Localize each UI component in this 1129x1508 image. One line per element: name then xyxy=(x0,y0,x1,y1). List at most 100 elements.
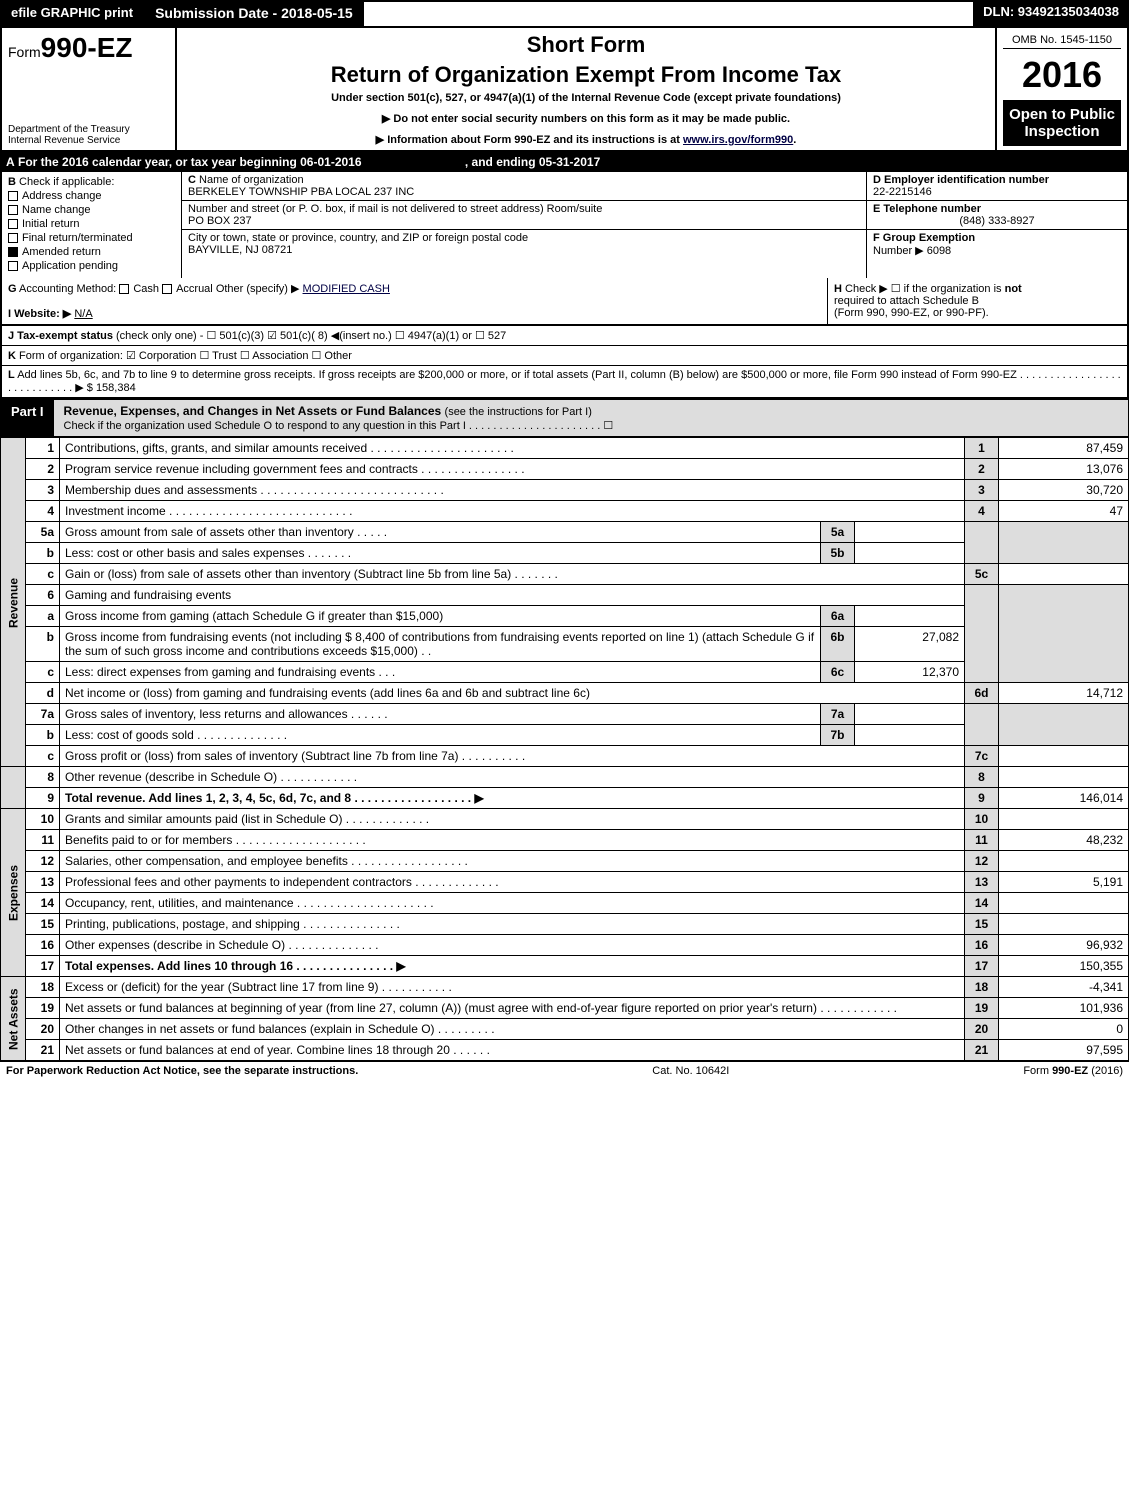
l18-desc: Excess or (deficit) for the year (Subtra… xyxy=(60,977,965,998)
arrow2-prefix: ▶ Information about Form 990-EZ and its … xyxy=(376,134,683,146)
l16-rn: 16 xyxy=(965,935,999,956)
l2-rn: 2 xyxy=(965,459,999,480)
b-check-if: Check if applicable: xyxy=(19,176,114,188)
l5a-mv xyxy=(855,522,965,543)
l18-rn: 18 xyxy=(965,977,999,998)
l3-rv: 30,720 xyxy=(999,480,1129,501)
l17-desc: Total expenses. Add lines 10 through 16 … xyxy=(60,956,965,977)
l7b-num: b xyxy=(26,725,60,746)
chk-application-pending[interactable]: Application pending xyxy=(8,260,175,272)
row-k: K Form of organization: ☑ Corporation ☐ … xyxy=(2,346,1127,366)
footer-mid: Cat. No. 10642I xyxy=(652,1065,729,1077)
org-city-row: City or town, state or province, country… xyxy=(182,230,866,258)
city-lbl: City or town, state or province, country… xyxy=(188,232,528,244)
l12-num: 12 xyxy=(26,851,60,872)
footer-right: Form 990-EZ (2016) xyxy=(1023,1065,1123,1077)
l19-rn: 19 xyxy=(965,998,999,1019)
l7a-mn: 7a xyxy=(821,704,855,725)
l-label: L xyxy=(8,369,15,381)
top-bar: efile GRAPHIC print Submission Date - 20… xyxy=(0,0,1129,26)
section-def: D Employer identification number 22-2215… xyxy=(867,172,1127,278)
part1-table: Revenue 1 Contributions, gifts, grants, … xyxy=(0,437,1129,1061)
year-cell: OMB No. 1545-1150 2016 Open to Public In… xyxy=(997,28,1127,150)
l14-desc: Occupancy, rent, utilities, and maintena… xyxy=(60,893,965,914)
part1-title-text: Revenue, Expenses, and Changes in Net As… xyxy=(64,404,442,418)
l13-rv: 5,191 xyxy=(999,872,1129,893)
l4-num: 4 xyxy=(26,501,60,522)
open-to-public: Open to Public Inspection xyxy=(1003,100,1121,146)
row-h: H Check ▶ ☐ if the organization is not r… xyxy=(827,278,1127,324)
form-prefix: Form xyxy=(8,44,41,60)
footer-left: For Paperwork Reduction Act Notice, see … xyxy=(6,1065,358,1077)
k-text: Form of organization: ☑ Corporation ☐ Tr… xyxy=(19,350,352,362)
other-val[interactable]: MODIFIED CASH xyxy=(303,283,390,295)
l8-num: 8 xyxy=(26,767,60,788)
l2-num: 2 xyxy=(26,459,60,480)
l10-num: 10 xyxy=(26,809,60,830)
l6d-desc: Net income or (loss) from gaming and fun… xyxy=(60,683,965,704)
org-addr-row: Number and street (or P. O. box, if mail… xyxy=(182,201,866,230)
h-text2: required to attach Schedule B xyxy=(834,295,979,307)
l12-desc: Salaries, other compensation, and employ… xyxy=(60,851,965,872)
l4-rn: 4 xyxy=(965,501,999,522)
l11-rn: 11 xyxy=(965,830,999,851)
l17-rv: 150,355 xyxy=(999,956,1129,977)
f-label: F Group Exemption xyxy=(873,232,975,244)
chk-name-change[interactable]: Name change xyxy=(8,204,175,216)
efile-print-button[interactable]: efile GRAPHIC print xyxy=(0,0,144,26)
j-rest: (check only one) - ☐ 501(c)(3) ☑ 501(c)(… xyxy=(116,330,506,342)
main-title: Return of Organization Exempt From Incom… xyxy=(183,62,989,88)
l3-rn: 3 xyxy=(965,480,999,501)
l5c-desc: Gain or (loss) from sale of assets other… xyxy=(60,564,965,585)
l1-desc: Contributions, gifts, grants, and simila… xyxy=(60,438,965,459)
l21-desc: Net assets or fund balances at end of ye… xyxy=(60,1040,965,1061)
l13-rn: 13 xyxy=(965,872,999,893)
omb-number: OMB No. 1545-1150 xyxy=(1003,32,1121,49)
l7ab-shade xyxy=(965,704,999,746)
rows-jkl: J Tax-exempt status (check only one) - ☐… xyxy=(0,325,1129,399)
l5c-num: c xyxy=(26,564,60,585)
vert-net-assets: Net Assets xyxy=(1,977,26,1061)
l-text: Add lines 5b, 6c, and 7b to line 9 to de… xyxy=(8,369,1121,394)
l12-rv xyxy=(999,851,1129,872)
ein: 22-2215146 xyxy=(873,186,932,198)
cash: Cash xyxy=(133,283,159,295)
l20-rv: 0 xyxy=(999,1019,1129,1040)
l6-num: 6 xyxy=(26,585,60,606)
l13-desc: Professional fees and other payments to … xyxy=(60,872,965,893)
form-number-cell: Form990-EZ Department of the Treasury In… xyxy=(2,28,177,150)
top-spacer xyxy=(364,0,973,26)
l6b-mn: 6b xyxy=(821,627,855,662)
l6d-rn: 6d xyxy=(965,683,999,704)
accrual: Accrual xyxy=(176,283,213,295)
l15-rv xyxy=(999,914,1129,935)
l6c-desc: Less: direct expenses from gaming and fu… xyxy=(60,662,821,683)
l21-rn: 21 xyxy=(965,1040,999,1061)
l9-rv: 146,014 xyxy=(999,788,1129,809)
l11-rv: 48,232 xyxy=(999,830,1129,851)
chk-address-change[interactable]: Address change xyxy=(8,190,175,202)
l1-rv: 87,459 xyxy=(999,438,1129,459)
l19-rv: 101,936 xyxy=(999,998,1129,1019)
l4-desc: Investment income . . . . . . . . . . . … xyxy=(60,501,965,522)
chk-final-return[interactable]: Final return/terminated xyxy=(8,232,175,244)
ein-row: D Employer identification number 22-2215… xyxy=(867,172,1127,201)
chk-cash[interactable] xyxy=(119,284,129,294)
part1-check-line: Check if the organization used Schedule … xyxy=(64,420,614,432)
l21-num: 21 xyxy=(26,1040,60,1061)
irs-link[interactable]: www.irs.gov/form990 xyxy=(683,134,793,146)
l5ab-shade xyxy=(965,522,999,564)
chk-accrual[interactable] xyxy=(162,284,172,294)
l9-num: 9 xyxy=(26,788,60,809)
chk-initial-return[interactable]: Initial return xyxy=(8,218,175,230)
group-exempt-row: F Group Exemption Number ▶ 6098 xyxy=(867,230,1127,259)
section-c: C Name of organization BERKELEY TOWNSHIP… xyxy=(182,172,867,278)
l15-num: 15 xyxy=(26,914,60,935)
chk-amended-return[interactable]: Amended return xyxy=(8,246,175,258)
l17-num: 17 xyxy=(26,956,60,977)
org-city: BAYVILLE, NJ 08721 xyxy=(188,244,292,256)
l16-num: 16 xyxy=(26,935,60,956)
row-g: G Accounting Method: Cash Accrual Other … xyxy=(2,278,827,324)
l7c-num: c xyxy=(26,746,60,767)
l5b-mn: 5b xyxy=(821,543,855,564)
